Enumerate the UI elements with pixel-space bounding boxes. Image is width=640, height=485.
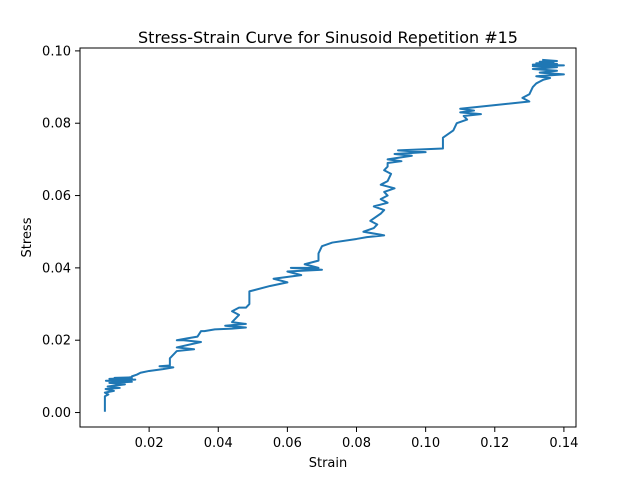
x-tick-label: 0.14 — [549, 436, 578, 451]
y-tick-label: 0.06 — [42, 189, 71, 204]
y-tick-label: 0.08 — [42, 117, 71, 132]
x-tick-label: 0.08 — [342, 436, 371, 451]
x-tick-label: 0.10 — [411, 436, 440, 451]
series-line — [103, 58, 565, 412]
y-tick-label: 0.04 — [42, 261, 71, 276]
y-axis-ticks: 0.00 0.02 0.04 0.06 0.08 0.10 — [42, 44, 80, 421]
chart-title: Stress-Strain Curve for Sinusoid Repetit… — [138, 28, 518, 47]
y-tick-label: 0.10 — [42, 44, 71, 59]
x-tick-label: 0.12 — [480, 436, 509, 451]
y-tick-label: 0.02 — [42, 334, 71, 349]
y-axis-label: Stress — [20, 217, 35, 257]
x-tick-label: 0.02 — [135, 436, 164, 451]
x-axis-ticks: 0.02 0.04 0.06 0.08 0.10 0.12 0.14 — [135, 427, 578, 451]
y-tick-label: 0.00 — [42, 406, 71, 421]
plot-area — [103, 58, 565, 412]
x-axis-label: Strain — [309, 456, 348, 471]
x-tick-label: 0.04 — [204, 436, 233, 451]
x-tick-label: 0.06 — [273, 436, 302, 451]
axes-frame — [79, 47, 577, 428]
